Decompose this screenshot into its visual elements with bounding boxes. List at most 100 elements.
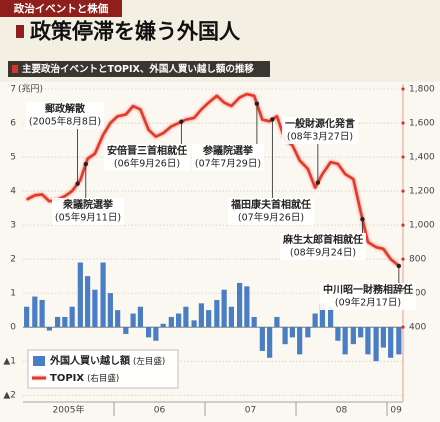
y-tick-label: ▲2: [3, 391, 16, 401]
subtitle-marker: [12, 65, 18, 73]
annotation: 安倍晋三首相就任(06年9月26日): [104, 144, 190, 171]
annotation-label: 参議院選挙: [202, 144, 254, 157]
annotation-box: [25, 102, 105, 129]
plot-layer: 7 6 5 4 3 2 1 0 ▲1 ▲2 (兆円) 1,800 1,600 1,400 1,200 1,00…: [3, 84, 435, 416]
y2-tick-label: 400: [409, 323, 426, 333]
bar: [236, 282, 243, 328]
bar: [100, 262, 106, 328]
y-tick-label: 1: [10, 289, 16, 299]
bar: [373, 327, 379, 362]
bar: [274, 316, 280, 328]
bar: [191, 320, 197, 328]
annotation-point: [75, 181, 80, 186]
annotation-label: 衆議院選挙: [62, 198, 114, 211]
y2-tick-mark: [401, 257, 405, 261]
annotation-date: (05年9月11日): [55, 212, 121, 224]
bar: [228, 306, 235, 328]
bar: [297, 327, 303, 355]
y-tick-label: 5: [10, 153, 16, 163]
bar: [92, 289, 98, 328]
annotation: 郵政解散(2005年8月8日): [25, 102, 105, 129]
y-tick-label: 4: [10, 187, 16, 197]
bar: [153, 327, 159, 341]
header-tag-bg: [0, 0, 122, 17]
annotation-box: [191, 144, 265, 171]
bar: [335, 327, 341, 341]
x-tick-label: 08: [336, 406, 348, 416]
annotation: 衆議院選挙(05年9月11日): [51, 198, 125, 225]
legend-note: (右目盛): [87, 373, 119, 384]
y2-tick-mark: [401, 325, 405, 329]
annotation-label: 福田康夫首相就任: [230, 198, 311, 211]
legend-label: TOPIX: [50, 373, 84, 384]
annotation-point: [254, 101, 260, 106]
annotation-point: [270, 117, 275, 122]
bar: [115, 310, 121, 328]
y-tick-label: 0: [10, 323, 16, 333]
annotation-point: [315, 180, 321, 185]
y2-tick-label: 1,800: [409, 85, 435, 95]
bar: [388, 327, 394, 358]
annotation-date: (07年7月29日): [195, 158, 261, 170]
annotation: 一般財源化発言(08年3月27日): [282, 117, 358, 144]
bar: [319, 303, 326, 328]
bar: [244, 286, 250, 328]
bar: [168, 316, 174, 328]
annotation-point: [83, 161, 88, 167]
bar: [69, 306, 75, 328]
bar: [305, 327, 311, 338]
bar: [39, 299, 45, 328]
bar: [282, 327, 288, 345]
bar: [365, 327, 371, 355]
y-tick-label: 6: [10, 119, 16, 129]
header-tag: 政治イベントと株価: [14, 2, 109, 15]
legend: 外国人買い越し額 (左目盛) TOPIX (右目盛): [27, 349, 179, 389]
x-tick-label: 07: [245, 406, 256, 416]
legend-note: (左目盛): [133, 356, 165, 367]
annotation-label: 麻生太郎首相就任: [282, 233, 363, 246]
annotation-label: 中川昭一財務相辞任: [323, 283, 413, 296]
bar: [54, 316, 61, 328]
bar: [32, 296, 38, 328]
bar: [214, 299, 220, 328]
title-marker: [16, 25, 24, 38]
annotation: 麻生太郎首相就任(08年9月24日): [280, 233, 366, 260]
bar: [24, 306, 30, 328]
bar: [160, 323, 166, 328]
bar: [206, 310, 212, 328]
bar: [137, 306, 143, 328]
bar: [396, 327, 402, 355]
bar: [221, 289, 227, 328]
y2-tick-label: 600: [409, 289, 426, 299]
y2-tick-mark: [401, 121, 405, 125]
bar: [251, 316, 257, 328]
y-tick-label: 7: [10, 85, 16, 95]
y2-tick-mark: [401, 189, 405, 193]
y2-tick-label: 800: [409, 255, 426, 265]
bar: [358, 327, 364, 338]
bar: [130, 313, 136, 328]
y2-tick-mark: [401, 155, 405, 159]
annotation-date: (06年9月26日): [114, 158, 180, 170]
x-tick-label: 06: [154, 406, 166, 416]
topix-line: [26, 92, 400, 267]
y-tick-label: ▲1: [3, 357, 16, 367]
annotation-box: [280, 233, 366, 260]
annotation-label: 郵政解散: [45, 102, 86, 115]
y2-tick-mark: [401, 223, 405, 227]
annotation-point: [360, 216, 365, 222]
legend-box: [27, 349, 179, 389]
bar: [62, 316, 68, 328]
annotation-label: 一般財源化発言: [285, 117, 355, 130]
bar: [328, 306, 334, 328]
bar: [350, 327, 356, 345]
bar: [176, 313, 182, 328]
annotation-date: (07年9月26日): [238, 212, 304, 224]
bar: [123, 327, 129, 334]
annotation-point: [396, 263, 402, 269]
bar: [289, 327, 295, 338]
chart-subtitle: 主要政治イベントとTOPIX、外国人買い越し額の推移: [22, 63, 254, 75]
y2-tick-label: 1,200: [409, 187, 435, 197]
bar: [198, 303, 204, 328]
